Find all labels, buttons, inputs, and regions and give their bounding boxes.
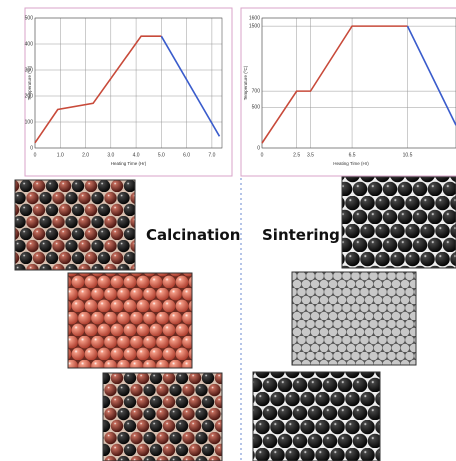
y-tick-label: 100: [25, 119, 34, 125]
process-label: Sintering: [262, 226, 340, 244]
chart-frame: [25, 8, 232, 176]
x-tick-label: 7.0: [208, 152, 215, 158]
y-tick-label: 1600: [249, 15, 260, 21]
x-axis-label: Heating Time (Hr): [111, 161, 147, 166]
x-tick-label: 10.5: [403, 152, 413, 158]
photo: [68, 273, 192, 368]
process-label: Calcination: [146, 226, 240, 244]
x-axis-label: Heating Time (Hr): [333, 161, 369, 166]
y-tick-label: 400: [25, 41, 34, 47]
y-axis-label: Temperature (ºC): [243, 65, 248, 100]
x-tick-label: 2.5: [293, 152, 300, 158]
chart-frame: [241, 8, 456, 176]
x-tick-label: 5.0: [158, 152, 165, 158]
photo: [103, 373, 222, 461]
y-tick-label: 0: [30, 145, 33, 151]
y-tick-label: 500: [25, 15, 34, 21]
x-tick-label: 3.0: [107, 152, 114, 158]
x-tick-label: 6.0: [183, 152, 190, 158]
y-tick-label: 1500: [249, 23, 260, 29]
x-tick-label: 0: [261, 152, 264, 158]
x-tick-label: 3.5: [307, 152, 314, 158]
y-tick-label: 500: [252, 105, 261, 111]
x-tick-label: 1.0: [57, 152, 64, 158]
photo: [292, 272, 416, 365]
x-tick-label: 0: [34, 152, 37, 158]
figure: Calcination Sintering 010020030040050001…: [0, 0, 456, 461]
x-tick-label: 6.5: [349, 152, 356, 158]
x-tick-label: 4.0: [133, 152, 140, 158]
y-axis-label: Temperature (ºC): [27, 65, 32, 100]
x-tick-label: 2.0: [82, 152, 89, 158]
y-tick-label: 700: [252, 88, 261, 94]
photo: [15, 180, 135, 270]
photo: [342, 177, 456, 268]
photo: [253, 372, 380, 461]
y-tick-label: 0: [257, 145, 260, 151]
